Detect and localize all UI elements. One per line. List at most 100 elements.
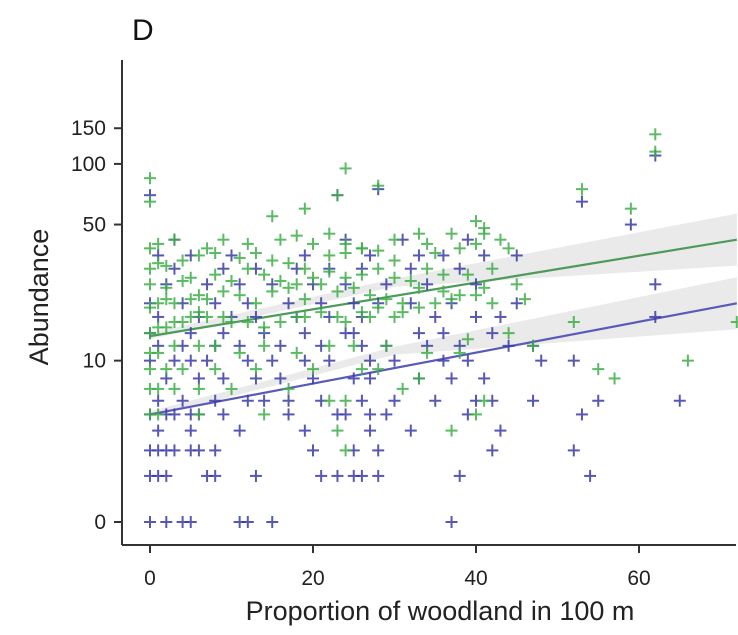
data-point — [217, 262, 230, 275]
data-point — [160, 516, 173, 528]
data-point — [307, 271, 319, 284]
data-point — [266, 285, 279, 298]
data-point — [649, 145, 662, 158]
data-point — [152, 408, 165, 421]
data-point — [225, 382, 238, 395]
data-point — [510, 249, 523, 262]
data-point — [282, 281, 295, 294]
data-point — [225, 274, 238, 287]
data-point — [249, 363, 262, 376]
data-point — [364, 354, 377, 367]
data-point — [624, 218, 637, 231]
data-point — [209, 268, 222, 281]
data-point — [388, 233, 401, 246]
data-point — [470, 215, 482, 228]
data-point — [347, 372, 360, 385]
data-point — [298, 249, 311, 262]
data-point — [323, 249, 336, 262]
data-point — [388, 354, 401, 367]
data-point — [453, 262, 466, 275]
data-point — [266, 354, 279, 367]
data-point — [298, 310, 311, 323]
data-point — [339, 444, 352, 457]
data-point — [331, 285, 344, 298]
data-point — [192, 444, 205, 457]
data-point — [233, 251, 246, 264]
data-point — [429, 297, 442, 310]
data-point — [355, 363, 368, 376]
data-point — [412, 372, 425, 385]
data-point — [380, 293, 393, 306]
x-tick-label: 0 — [144, 567, 156, 590]
data-point — [184, 354, 197, 367]
data-point — [274, 274, 287, 287]
data-point — [307, 363, 319, 376]
data-point — [217, 233, 230, 246]
data-point — [567, 316, 580, 329]
data-point — [144, 242, 156, 255]
data-point — [176, 316, 189, 329]
data-point — [160, 293, 173, 306]
data-point — [404, 262, 417, 275]
data-point — [429, 310, 442, 323]
data-point — [355, 306, 368, 319]
confidence-band — [150, 277, 737, 418]
data-point — [323, 265, 336, 278]
data-point — [184, 424, 197, 437]
data-point — [323, 339, 336, 352]
data-point — [575, 408, 588, 421]
data-point — [372, 469, 385, 482]
data-point — [584, 469, 597, 482]
data-point — [347, 297, 360, 310]
data-point — [192, 339, 205, 352]
data-point — [567, 354, 580, 367]
data-point — [470, 310, 482, 323]
confidence-bands — [150, 213, 737, 418]
data-point — [144, 278, 156, 291]
data-point — [461, 333, 474, 346]
data-point — [453, 289, 466, 302]
data-point — [160, 363, 173, 376]
data-point — [372, 179, 385, 192]
data-point — [307, 237, 319, 250]
data-point — [494, 424, 507, 437]
data-point — [339, 394, 352, 407]
data-point — [176, 363, 189, 376]
data-point — [184, 310, 197, 323]
data-point — [355, 242, 368, 255]
data-point — [298, 327, 311, 340]
data-point — [241, 354, 254, 367]
data-point — [152, 257, 165, 270]
data-point — [347, 327, 360, 340]
data-point — [168, 382, 181, 395]
data-point — [217, 327, 230, 340]
data-point — [241, 516, 254, 528]
data-point — [241, 394, 254, 407]
data-point — [445, 516, 458, 528]
data-point — [274, 339, 287, 352]
data-point — [258, 408, 271, 421]
data-point — [209, 444, 222, 457]
data-point — [380, 278, 393, 291]
data-point — [323, 354, 336, 367]
data-point — [339, 162, 352, 175]
data-point — [437, 268, 450, 281]
data-point — [445, 372, 458, 385]
data-point — [649, 128, 662, 141]
data-point — [192, 372, 205, 385]
data-point — [437, 354, 450, 367]
data-point — [258, 268, 271, 281]
data-point — [494, 310, 507, 323]
data-point — [144, 262, 156, 275]
data-points — [144, 128, 738, 528]
x-axis-title: Proportion of woodland in 100 m — [246, 596, 635, 626]
data-point — [461, 354, 474, 367]
data-point — [176, 254, 189, 267]
panel-letter: D — [132, 14, 154, 47]
data-point — [168, 339, 181, 352]
data-point — [347, 339, 360, 352]
data-point — [249, 469, 262, 482]
data-point — [461, 268, 474, 281]
data-point — [339, 316, 352, 329]
data-point — [144, 301, 156, 314]
